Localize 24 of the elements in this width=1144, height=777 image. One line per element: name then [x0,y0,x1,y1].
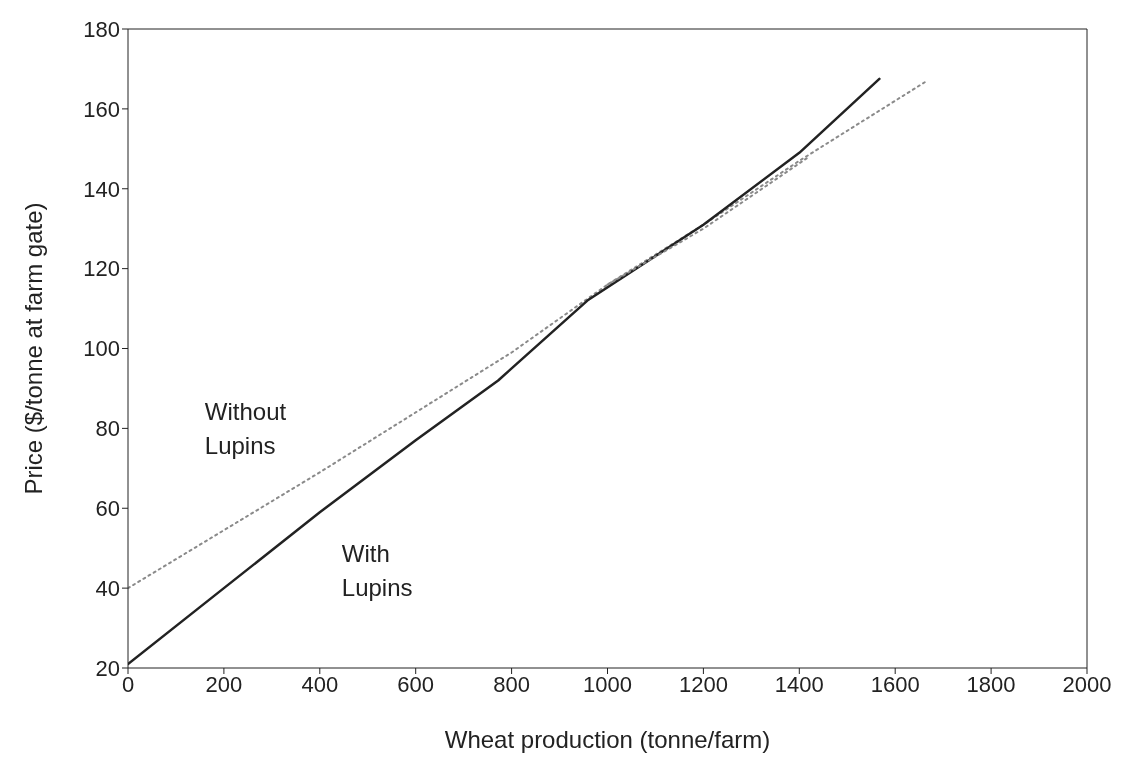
x-tick-label: 400 [301,671,339,697]
y-tick-label: 100 [83,336,120,362]
y-tick-label: 80 [95,416,120,442]
y-tick-label: 20 [95,655,120,681]
x-tick-label: 200 [205,671,243,697]
series-label: With Lupins [341,540,413,602]
y-tick-label: 140 [83,176,120,202]
x-tick-label: 1200 [678,671,728,697]
y-tick-label: 180 [83,16,120,42]
y-tick-label: 40 [95,575,120,601]
x-axis-title: Wheat production (tonne/farm) [444,726,771,753]
x-tick-label: 2000 [1062,671,1112,697]
x-tick-label: 0 [121,671,135,697]
x-tick-label: 1000 [583,671,632,697]
x-tick-label: 800 [493,671,530,697]
y-tick-label: 120 [83,256,120,282]
x-tick-label: 1400 [774,671,824,697]
x-tick-label: 1600 [870,671,920,697]
y-tick-label: 160 [83,96,120,122]
x-tick-label: 1800 [966,671,1016,697]
y-tick-label: 60 [95,496,120,522]
y-axis-title: Price ($/tonne at farm gate) [19,202,47,495]
series-label: Without Lupins [204,398,287,460]
x-tick-label: 600 [397,671,435,697]
